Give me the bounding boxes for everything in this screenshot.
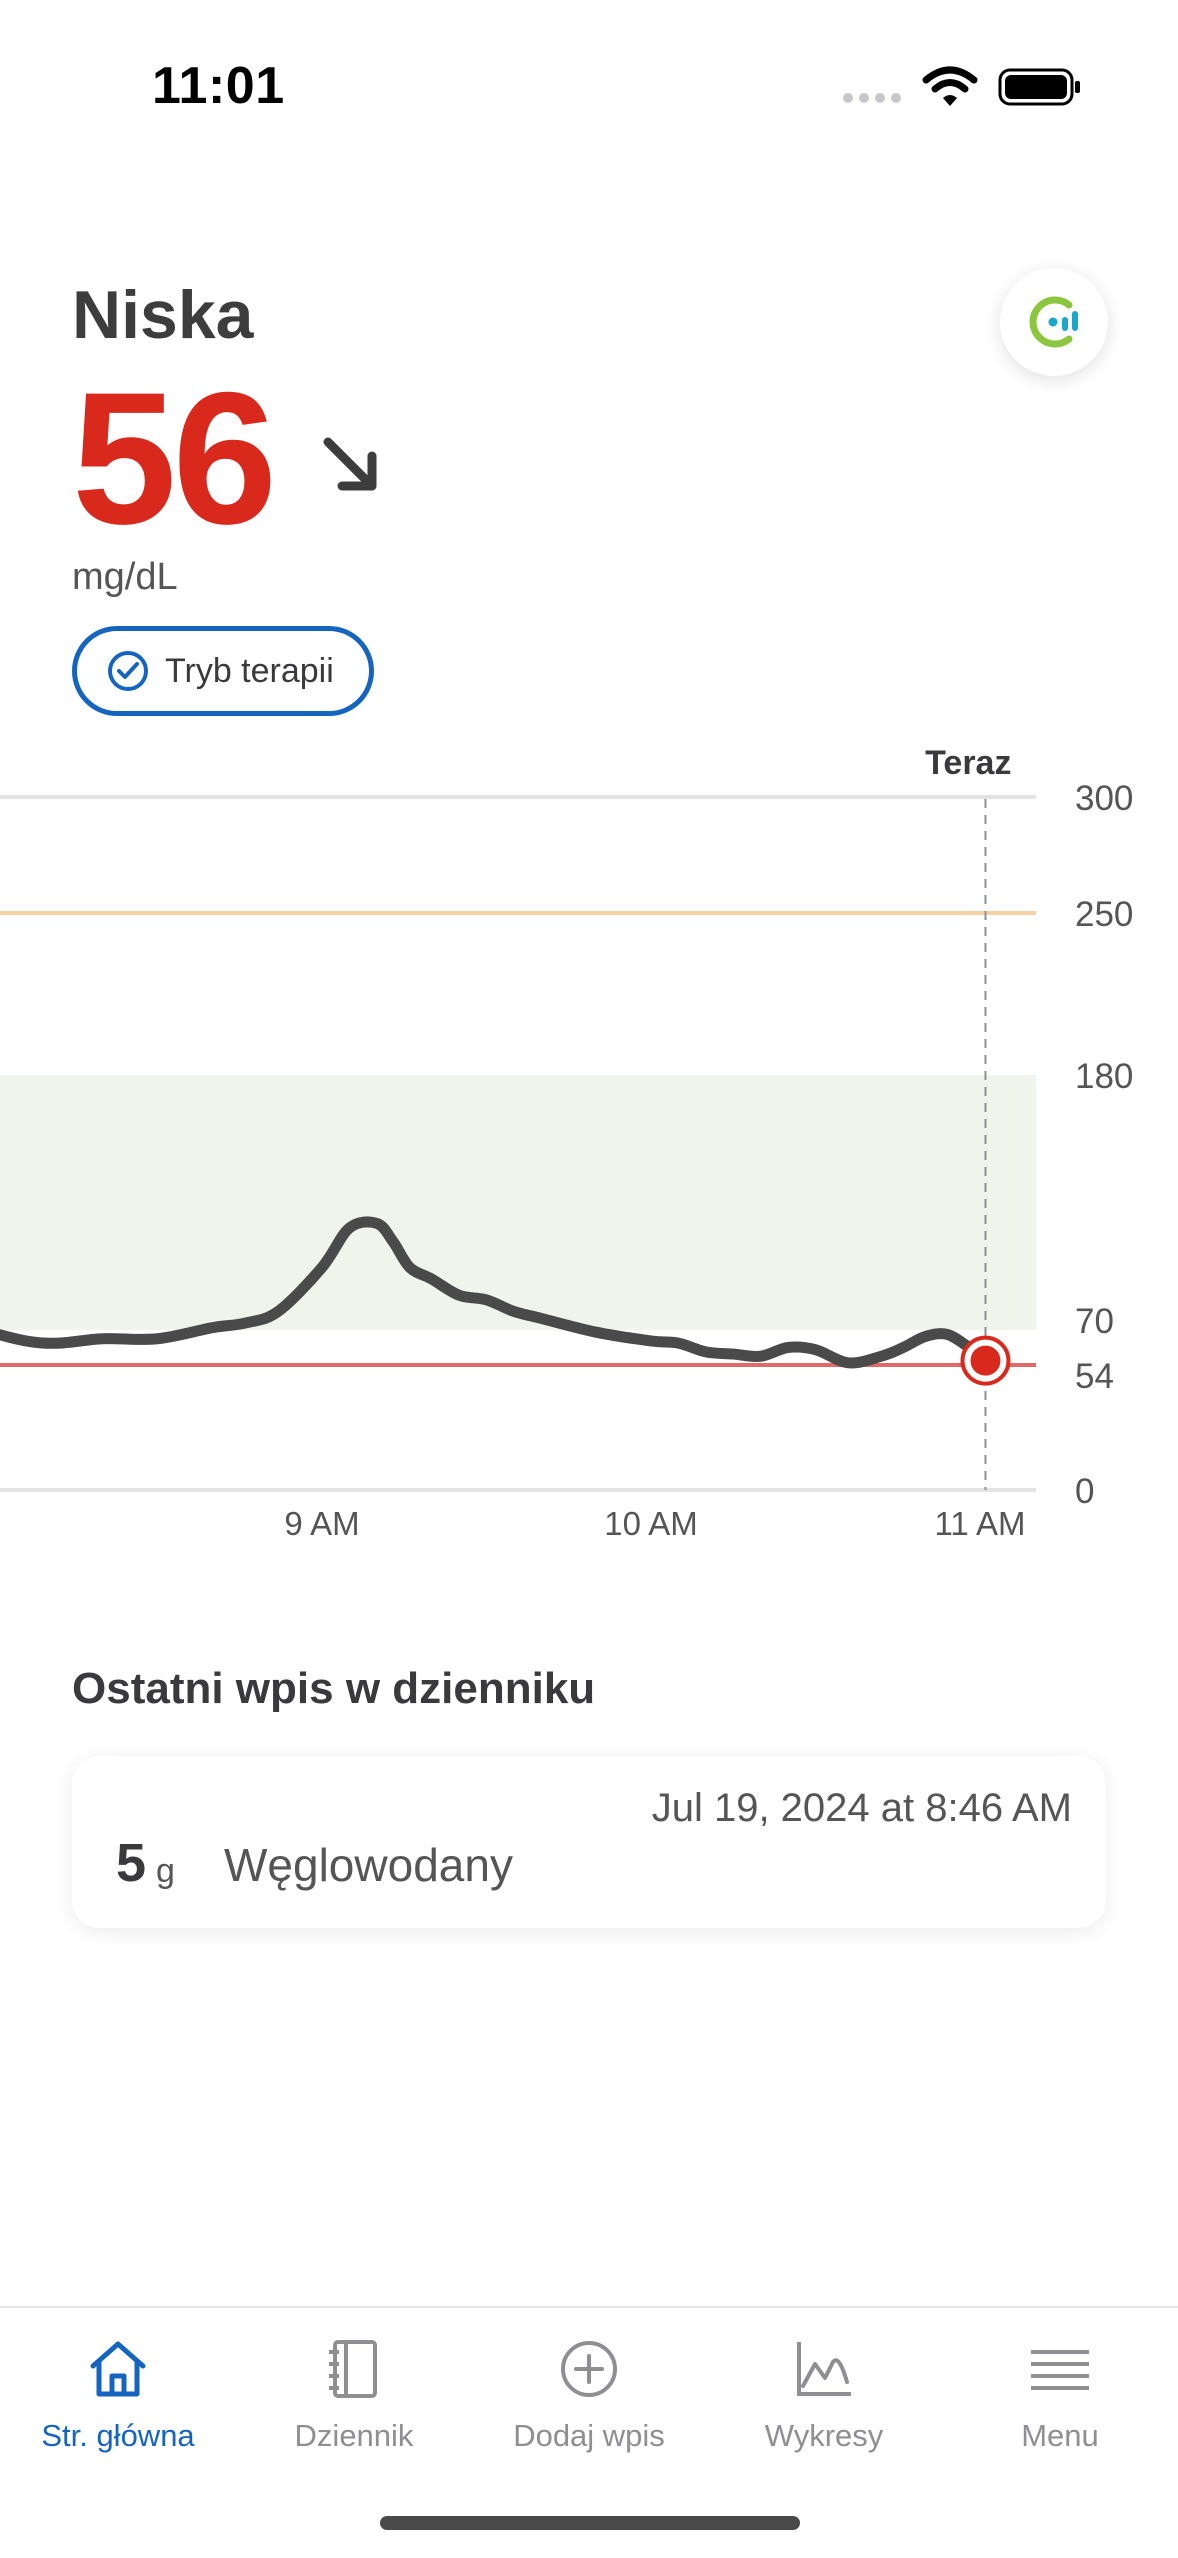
- brand-logo-button[interactable]: [1000, 268, 1108, 376]
- now-label: Teraz: [925, 744, 1011, 782]
- battery-icon: [998, 68, 1080, 106]
- x-tick-label: 10 AM: [604, 1505, 698, 1542]
- glucose-value: 56: [72, 353, 277, 563]
- add-circle-icon: [561, 2341, 617, 2397]
- current-reading-marker-inner: [970, 1345, 1001, 1376]
- nav-item-menu[interactable]: Menu: [942, 2334, 1178, 2454]
- nav-item-logbook[interactable]: Dziennik: [236, 2334, 472, 2454]
- y-tick-label: 300: [1075, 779, 1133, 818]
- x-tick-label: 11 AM: [934, 1505, 1025, 1542]
- last-log-card[interactable]: Jul 19, 2024 at 8:46 AM 5 g Węglowodany: [72, 1756, 1106, 1928]
- log-amount: 5: [116, 1833, 147, 1893]
- y-tick-label: 70: [1075, 1302, 1114, 1341]
- nav-label-charts: Wykresy: [764, 2418, 884, 2453]
- brand-logo-icon: [1029, 296, 1078, 348]
- log-amount-unit: g: [156, 1852, 175, 1890]
- nav-label-home: Str. główna: [41, 2418, 195, 2453]
- log-type: Węglowodany: [224, 1839, 513, 1891]
- y-tick-label: 250: [1075, 895, 1133, 934]
- therapy-mode-button[interactable]: Tryb terapii: [72, 626, 374, 716]
- home-indicator: [380, 2516, 800, 2530]
- hamburger-menu-icon: [1031, 2350, 1089, 2390]
- y-tick-label: 180: [1075, 1057, 1133, 1096]
- nav-label-logbook: Dziennik: [294, 2418, 414, 2453]
- glucose-chart[interactable]: Teraz 300 250 180 70 54 0 9 AM 10 AM 11 AM: [0, 730, 1178, 1550]
- glucose-unit: mg/dL: [72, 556, 178, 598]
- chart-icon: [797, 2342, 851, 2396]
- nav-item-charts[interactable]: Wykresy: [706, 2334, 942, 2454]
- last-log-title: Ostatni wpis w dzienniku: [72, 1664, 596, 1713]
- y-tick-label: 0: [1075, 1472, 1094, 1511]
- glucose-state-label: Niska: [72, 277, 254, 353]
- nav-label-menu: Menu: [1021, 2418, 1099, 2453]
- status-time: 11:01: [152, 57, 285, 115]
- home-icon: [90, 2341, 146, 2397]
- nav-item-add-entry[interactable]: Dodaj wpis: [471, 2334, 707, 2454]
- check-circle-icon: [108, 651, 148, 691]
- wifi-icon: [922, 66, 978, 106]
- therapy-mode-label: Tryb terapii: [165, 651, 334, 690]
- nav-item-home[interactable]: Str. główna: [0, 2334, 236, 2454]
- y-tick-label: 54: [1075, 1357, 1114, 1396]
- notebook-icon: [329, 2340, 377, 2398]
- arrow-down-right-icon: [323, 437, 377, 491]
- log-date: Jul 19, 2024 at 8:46 AM: [651, 1786, 1072, 1830]
- x-tick-label: 9 AM: [284, 1505, 359, 1542]
- target-range-band: [0, 1075, 1036, 1330]
- nav-label-add-entry: Dodaj wpis: [513, 2418, 665, 2453]
- signal-icon: [843, 93, 901, 103]
- glucose-curve: [0, 1216, 991, 1369]
